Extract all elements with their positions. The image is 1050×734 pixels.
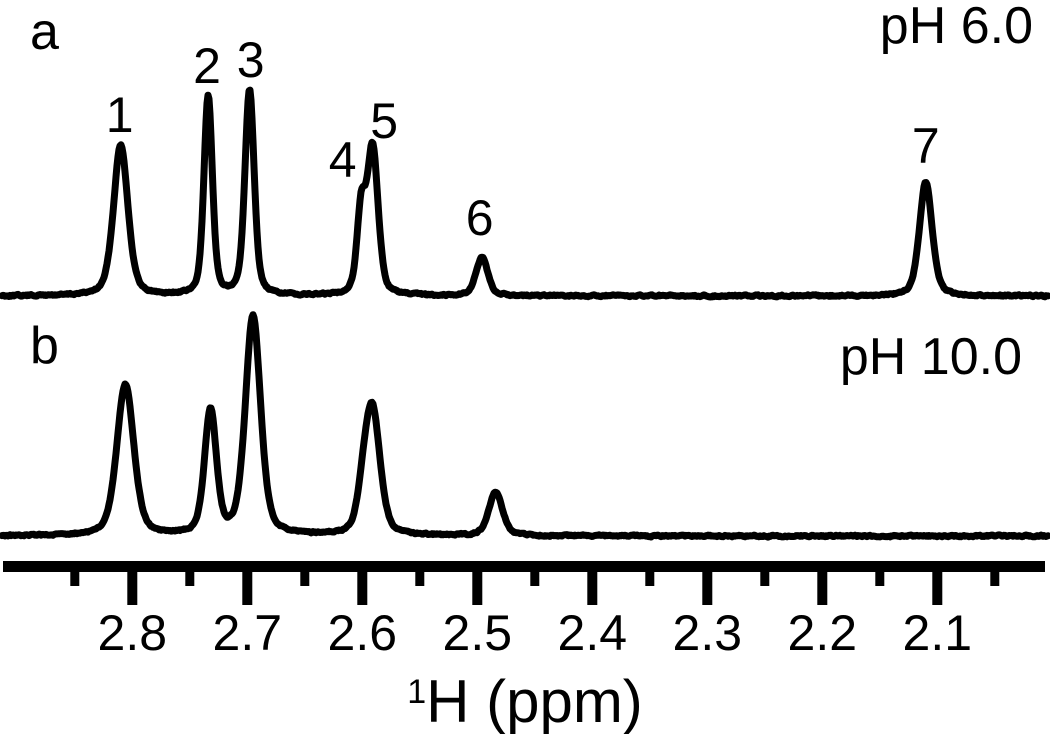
x-axis-tick-label: 2.6 <box>328 605 398 661</box>
x-axis-minor-tick <box>300 563 310 586</box>
x-axis: 2.8 2.7 2.6 2.5 2.4 2.3 2.2 2.1 <box>3 561 1045 661</box>
x-axis-major-tick <box>472 563 483 605</box>
axis-title-superscript: 1 <box>407 673 427 711</box>
x-axis-line <box>3 561 1045 572</box>
x-axis-tick-label: 2.3 <box>673 605 743 661</box>
peak-label-2: 2 <box>193 38 221 94</box>
x-axis-major-tick <box>127 563 138 605</box>
spectrum-trace-a <box>0 86 1050 301</box>
panel-a-ph-label: pH 6.0 <box>879 0 1033 55</box>
spectrum-panel-b <box>0 311 1050 541</box>
peak-label-3: 3 <box>237 32 265 88</box>
peak-label-5: 5 <box>370 93 398 149</box>
peak-label-1: 1 <box>106 87 134 143</box>
x-axis-minor-tick <box>185 563 195 586</box>
x-axis-major-tick <box>587 563 598 605</box>
x-axis-minor-tick <box>70 563 80 586</box>
x-axis-minor-tick <box>645 563 655 586</box>
x-axis-minor-tick <box>530 563 540 586</box>
x-axis-major-tick <box>702 563 713 605</box>
x-axis-tick-label: 2.1 <box>903 605 973 661</box>
x-axis-major-tick <box>817 563 828 605</box>
x-axis-major-tick <box>242 563 253 605</box>
panel-b-ph-label: pH 10.0 <box>839 328 1022 386</box>
x-axis-tick-label: 2.8 <box>98 605 168 661</box>
x-axis-minor-tick <box>990 563 1000 586</box>
x-axis-minor-tick <box>415 563 425 586</box>
x-axis-major-tick <box>932 563 943 605</box>
peak-label-7: 7 <box>912 118 940 174</box>
x-axis-minor-tick <box>760 563 770 586</box>
panel-a-letter: a <box>30 3 59 61</box>
x-axis-tick-label: 2.7 <box>213 605 283 661</box>
peak-label-4: 4 <box>329 132 357 188</box>
panel-b-letter: b <box>30 317 59 375</box>
x-axis-minor-tick <box>875 563 885 586</box>
spectrum-trace-b <box>0 311 1050 541</box>
x-axis-title: 1H (ppm) <box>0 672 1050 732</box>
x-axis-tick-label: 2.5 <box>443 605 513 661</box>
x-axis-tick-label: 2.4 <box>558 605 628 661</box>
x-axis-major-tick <box>357 563 368 605</box>
axis-title-text: H (ppm) <box>426 668 643 734</box>
x-axis-tick-label: 2.2 <box>788 605 858 661</box>
peak-label-6: 6 <box>466 190 494 246</box>
